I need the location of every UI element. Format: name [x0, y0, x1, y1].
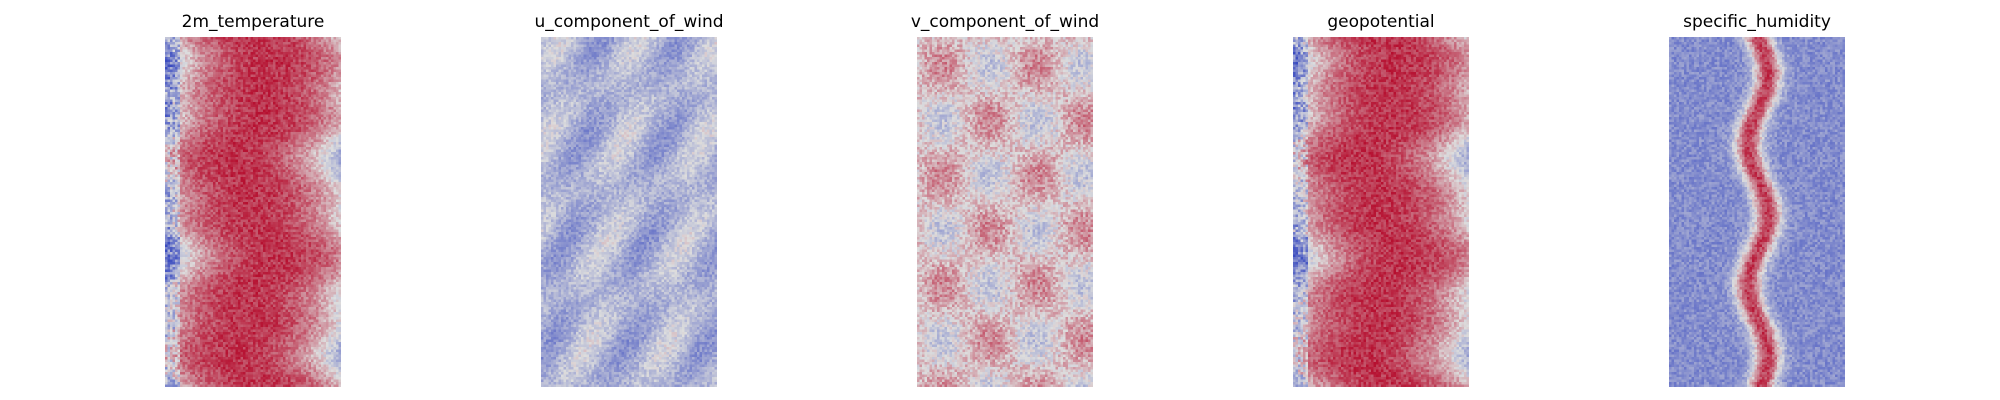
panel-v-component-of-wind: v_component_of_wind: [875, 0, 1135, 400]
heatmap-geopotential: [1293, 37, 1469, 387]
chart-title: geopotential: [1327, 12, 1435, 32]
heatmap-2m-temperature: [165, 37, 341, 387]
panel-2m-temperature: 2m_temperature: [123, 0, 383, 400]
heatmap-specific-humidity: [1669, 37, 1845, 387]
chart-title: specific_humidity: [1683, 12, 1831, 32]
chart-title: v_component_of_wind: [910, 12, 1100, 32]
panel-specific-humidity: specific_humidity: [1627, 0, 1887, 400]
panel-u-component-of-wind: u_component_of_wind: [499, 0, 759, 400]
heatmap-u-component-of-wind: [541, 37, 717, 387]
chart-title: 2m_temperature: [181, 12, 325, 32]
chart-title: u_component_of_wind: [534, 12, 724, 32]
panel-geopotential: geopotential: [1251, 0, 1511, 400]
heatmap-v-component-of-wind: [917, 37, 1093, 387]
